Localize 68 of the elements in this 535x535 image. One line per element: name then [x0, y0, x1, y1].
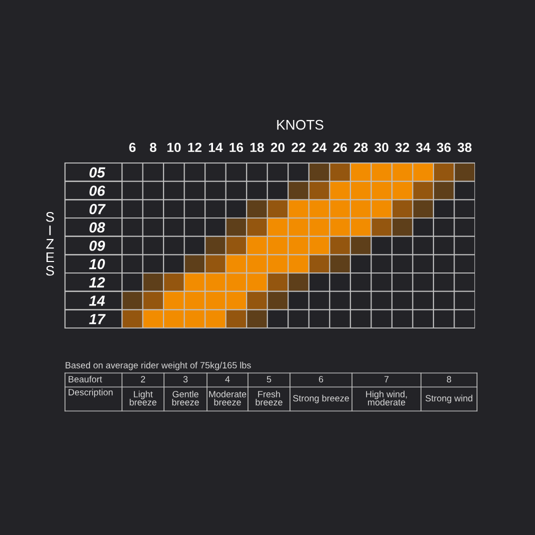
x-tick-label: 30 [374, 142, 388, 152]
x-tick-label: 18 [250, 142, 264, 152]
x-tick-label: 20 [270, 142, 285, 152]
y-tick-label: 10 [89, 258, 105, 270]
text: Based on average rider weight of 75kg/165 lbs [66, 362, 251, 370]
bar [454, 163, 475, 182]
text: Moderate breeze [209, 390, 246, 406]
bar [267, 200, 288, 218]
text: Gentle breeze [172, 390, 199, 406]
bar [412, 200, 434, 218]
y-tick-label: 14 [89, 296, 105, 306]
bar [226, 218, 247, 236]
text: Description [68, 388, 113, 398]
text: 7 [384, 376, 389, 382]
bar [142, 273, 164, 292]
y-tick-label: 07 [89, 204, 106, 214]
x-tick-label: 26 [333, 142, 347, 152]
y-tick-label: 12 [89, 277, 105, 288]
text: 6 [318, 376, 324, 382]
bar [433, 163, 454, 182]
x-axis-title: KNOTS [277, 120, 324, 130]
x-tick-label: 24 [312, 142, 327, 152]
bar [392, 200, 413, 218]
text: 3 [183, 376, 188, 382]
text: Strong breeze [293, 394, 349, 404]
y-tick-label: 05 [89, 167, 106, 178]
text: Beaufort [68, 376, 102, 382]
text: High wind, moderate [366, 390, 407, 406]
y-axis-title: SIZES [46, 212, 54, 276]
x-tick-label: 8 [150, 142, 156, 152]
x-tick-label: 12 [188, 142, 202, 152]
x-tick-label: 10 [167, 142, 181, 152]
bar [371, 218, 392, 236]
x-tick-label: 34 [416, 142, 430, 152]
bar [267, 273, 288, 292]
x-tick-label: 16 [230, 142, 244, 152]
y-tick-label: 06 [89, 186, 106, 196]
bar [246, 310, 268, 328]
x-tick-label: 28 [354, 142, 368, 152]
text: 2 [140, 376, 146, 382]
bar [122, 310, 143, 328]
bar [308, 163, 330, 182]
bar [226, 310, 247, 328]
bar [164, 273, 184, 292]
bar [184, 254, 206, 273]
y-tick-label: 08 [89, 222, 106, 233]
text: 4 [225, 376, 230, 382]
text: Strong wind [426, 394, 472, 404]
y-tick-label: 09 [89, 240, 106, 251]
bar [205, 254, 226, 273]
x-tick-label: 14 [208, 142, 223, 152]
bar [330, 254, 350, 273]
bar [330, 163, 350, 182]
x-tick-label: 6 [129, 142, 136, 152]
y-tick-label: 17 [89, 314, 106, 324]
bar [288, 273, 309, 292]
text: 8 [446, 376, 452, 382]
x-tick-label: 38 [458, 142, 472, 152]
text: Light breeze [130, 390, 156, 406]
bar [246, 218, 268, 236]
x-tick-label: 22 [292, 142, 306, 152]
bar [308, 254, 330, 273]
text: Fresh breeze [256, 390, 282, 406]
x-tick-label: 36 [436, 142, 451, 152]
bar [392, 218, 413, 236]
x-tick-label: 32 [395, 142, 410, 152]
bar [246, 200, 268, 218]
text: 5 [266, 376, 272, 382]
